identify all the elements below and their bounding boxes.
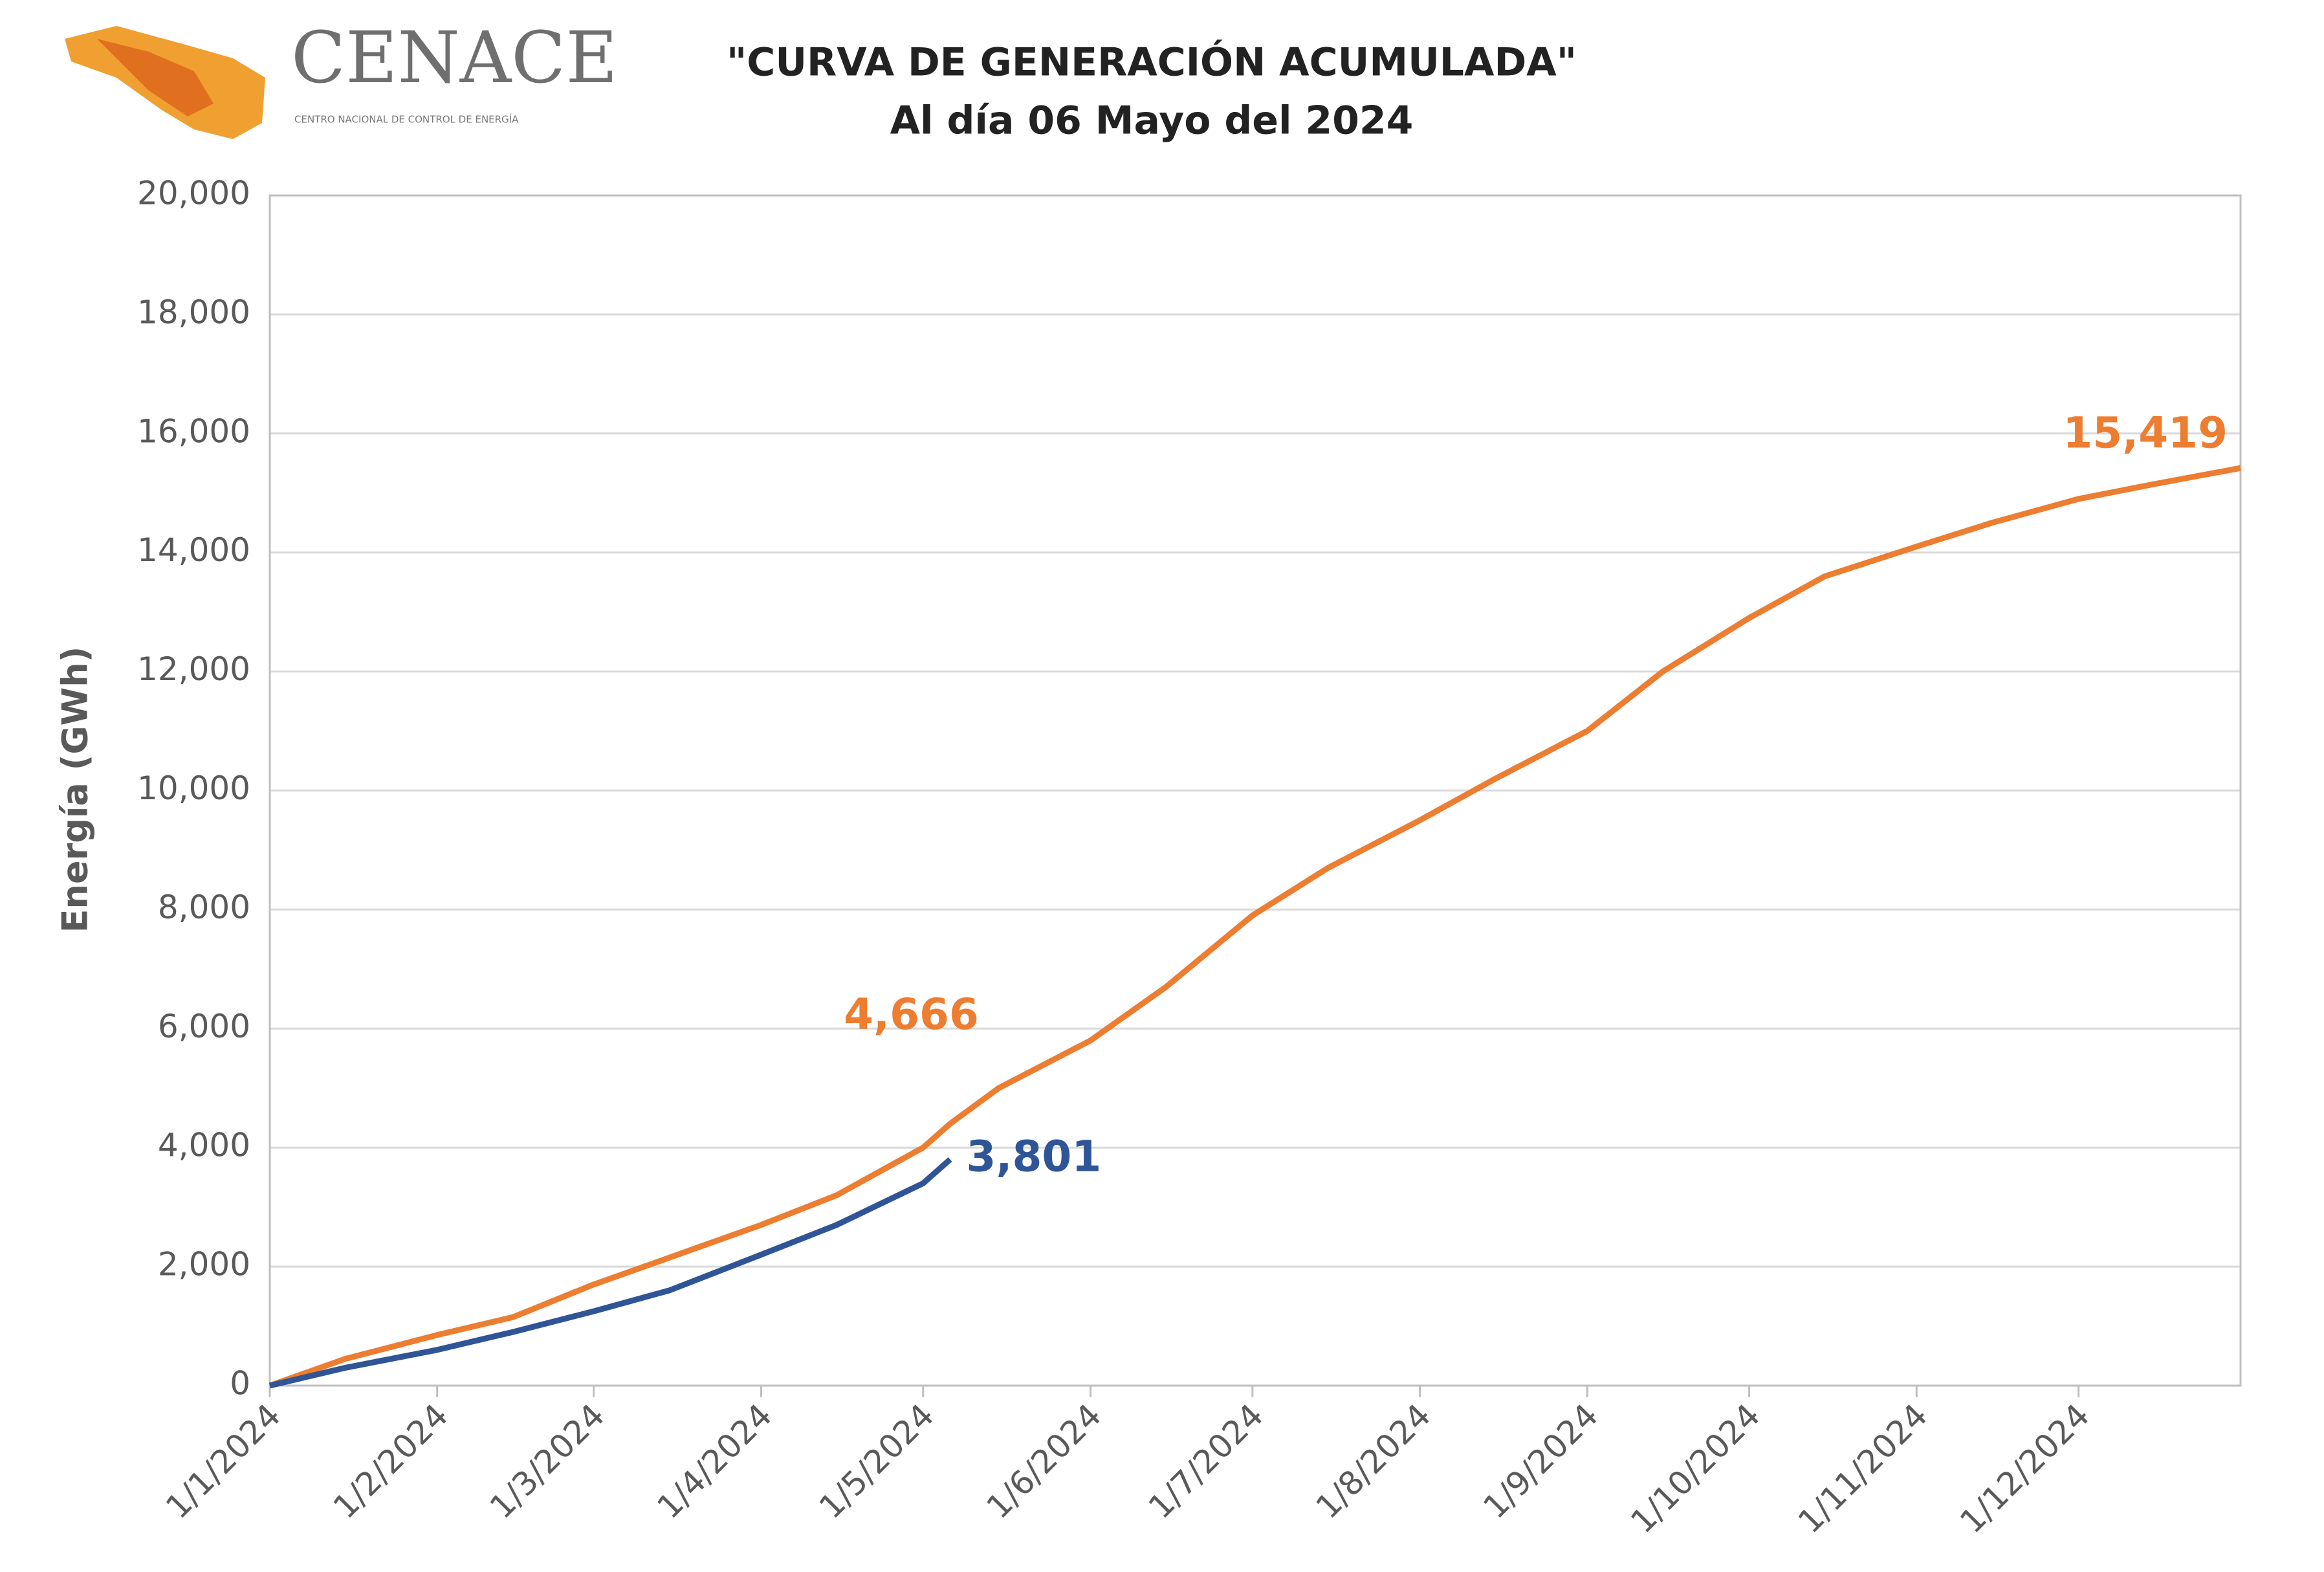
y-tick-label: 4,000 <box>158 1127 250 1164</box>
y-tick-label: 10,000 <box>137 769 250 807</box>
x-tick-label: 1/10/2024 <box>1623 1397 1767 1540</box>
x-tick-label: 1/12/2024 <box>1953 1397 2096 1540</box>
x-tick-label: 1/9/2024 <box>1476 1397 1605 1526</box>
y-tick-label: 8,000 <box>158 889 250 926</box>
chart-title: "CURVA DE GENERACIÓN ACUMULADA" <box>727 39 1577 85</box>
annotation: 15,419 <box>2063 408 2228 458</box>
y-axis-label: Energía (GWh) <box>55 647 96 933</box>
y-tick-label: 14,000 <box>137 531 250 569</box>
y-tick-label: 16,000 <box>137 412 250 450</box>
y-tick-label: 0 <box>230 1365 250 1402</box>
logo: CENACE CENTRO NACIONAL DE CONTROL DE ENE… <box>65 16 618 139</box>
logo-subtitle: CENTRO NACIONAL DE CONTROL DE ENERGÍA <box>294 113 519 126</box>
logo-shape <box>97 39 214 116</box>
x-tick-label: 1/2/2024 <box>326 1397 455 1526</box>
y-tick-label: 6,000 <box>158 1008 250 1045</box>
line-series <box>269 465 2241 1389</box>
x-tick-label: 1/3/2024 <box>483 1397 612 1526</box>
x-tick-label: 1/1/2024 <box>159 1397 288 1526</box>
logo-name: CENACE <box>291 16 618 99</box>
x-tick-label: 1/5/2024 <box>812 1397 941 1526</box>
x-tick-label: 1/8/2024 <box>1309 1397 1438 1526</box>
chart-subtitle: Al día 06 Mayo del 2024 <box>890 98 1414 144</box>
y-tick-label: 20,000 <box>137 175 250 212</box>
y-tick-label: 12,000 <box>137 650 250 688</box>
annotation: 4,666 <box>844 990 979 1039</box>
x-tick-label: 1/6/2024 <box>980 1397 1109 1526</box>
x-tick-label: 1/4/2024 <box>650 1397 780 1526</box>
y-tick-label: 18,000 <box>137 293 250 331</box>
x-tick-label: 1/7/2024 <box>1141 1397 1271 1526</box>
annotation: 3,801 <box>966 1132 1101 1182</box>
plot-border <box>269 194 2242 1387</box>
x-tick-label: 1/11/2024 <box>1791 1397 1935 1540</box>
y-tick-label: 2,000 <box>158 1246 250 1283</box>
line-series <box>269 1157 952 1389</box>
